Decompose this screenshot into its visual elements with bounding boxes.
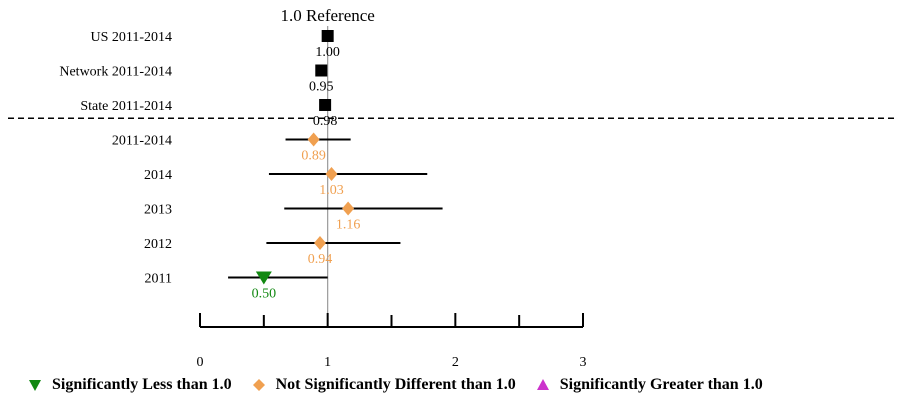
square-marker — [315, 64, 328, 77]
row-label: Network 2011-2014 — [59, 65, 172, 80]
row-label: 2012 — [144, 237, 172, 252]
diamond-marker — [325, 167, 338, 181]
x-tick-label: 0 — [197, 355, 204, 370]
row-label: 2011 — [145, 272, 172, 287]
square-marker — [321, 30, 334, 42]
data-label: 1.00 — [315, 45, 340, 60]
data-label: 0.89 — [301, 149, 326, 164]
triangle-up-icon — [536, 379, 549, 390]
data-label: 0.95 — [309, 80, 334, 95]
data-label: 1.03 — [319, 183, 344, 198]
row-label: 2013 — [144, 203, 172, 218]
legend-label-not-significant: Not Significantly Different than 1.0 — [275, 376, 516, 393]
legend-label-greater: Significantly Greater than 1.0 — [559, 376, 763, 393]
data-label: 0.94 — [308, 252, 333, 267]
diamond-marker — [342, 201, 355, 216]
legend-item-less: Significantly Less than 1.0 — [28, 376, 232, 394]
triangle-down-icon — [29, 380, 41, 391]
legend-item-not-significant: Not Significantly Different than 1.0 — [252, 376, 516, 394]
data-label: 0.50 — [252, 287, 277, 302]
legend-item-greater: Significantly Greater than 1.0 — [536, 376, 763, 394]
row-label: State 2011-2014 — [80, 99, 172, 114]
x-tick-label: 2 — [452, 355, 459, 370]
x-tick-label: 1 — [324, 355, 331, 370]
row-label: 2011-2014 — [112, 134, 172, 149]
diamond-icon — [252, 379, 265, 391]
triangle-down-marker — [255, 271, 272, 285]
chart-legend: Significantly Less than 1.0 Not Signific… — [28, 375, 898, 395]
data-label: 0.98 — [313, 114, 338, 129]
row-label: US 2011-2014 — [90, 30, 172, 45]
data-label: 1.16 — [336, 218, 361, 233]
x-tick-label: 3 — [580, 355, 587, 370]
forest-plot: 1.0 Reference US 2011-2014 1.00 Network 201… — [8, 6, 898, 370]
reference-label: 1.0 Reference — [280, 6, 374, 25]
diamond-marker — [314, 236, 327, 250]
diamond-marker — [307, 132, 320, 147]
square-marker — [319, 99, 332, 111]
legend-label-less: Significantly Less than 1.0 — [52, 376, 232, 393]
row-label: 2014 — [144, 168, 172, 183]
